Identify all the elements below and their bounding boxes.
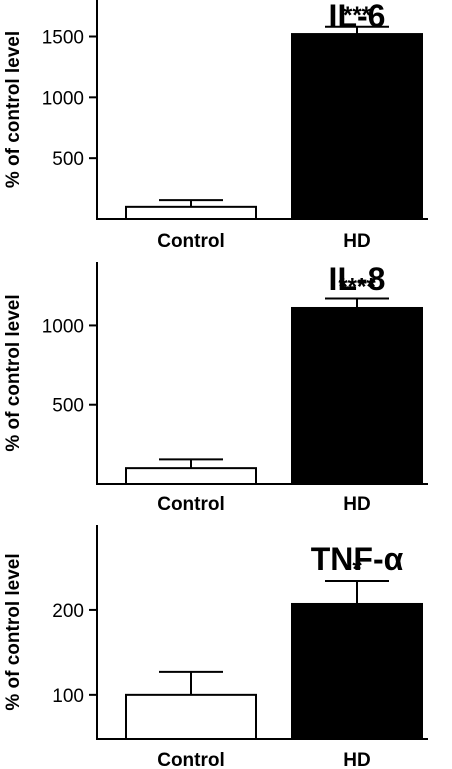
chart-panel-3: 100 200 % of control level TNF-α Control * HD: [3, 525, 428, 769]
bar-hd: [291, 306, 423, 485]
y-tick-label: 1000: [42, 88, 84, 109]
chart-panel-2: 500 1000 % of control level IL-8 Control ****…: [3, 261, 428, 515]
y-tick-label: 200: [52, 601, 84, 622]
significance-label: ****: [338, 273, 376, 300]
x-category-label: Control: [157, 231, 225, 252]
x-category-label: Control: [157, 494, 225, 515]
y-tick-label: 500: [52, 396, 84, 417]
y-axis-label: % of control level: [3, 31, 24, 188]
panel-title: IL-8: [329, 261, 386, 297]
y-tick-label: 1000: [42, 316, 84, 337]
bar-hd: [291, 33, 423, 220]
significance-label: ***: [343, 2, 372, 29]
y-axis-label: % of control level: [3, 294, 24, 451]
y-tick-label: 1500: [42, 28, 84, 49]
x-category-label: HD: [343, 231, 370, 252]
y-axis-label: % of control level: [3, 553, 24, 710]
bar-control: [125, 467, 257, 485]
panel-title: TNF-α: [311, 541, 404, 577]
bar-control: [125, 205, 257, 220]
x-category-label: HD: [343, 750, 370, 769]
y-tick-label: 100: [52, 686, 84, 707]
bar-control: [125, 693, 257, 740]
x-category-label: HD: [343, 494, 370, 515]
x-category-label: Control: [157, 750, 225, 769]
bar-hd: [291, 602, 423, 740]
y-tick-label: 500: [52, 149, 84, 170]
significance-label: *: [352, 556, 362, 583]
